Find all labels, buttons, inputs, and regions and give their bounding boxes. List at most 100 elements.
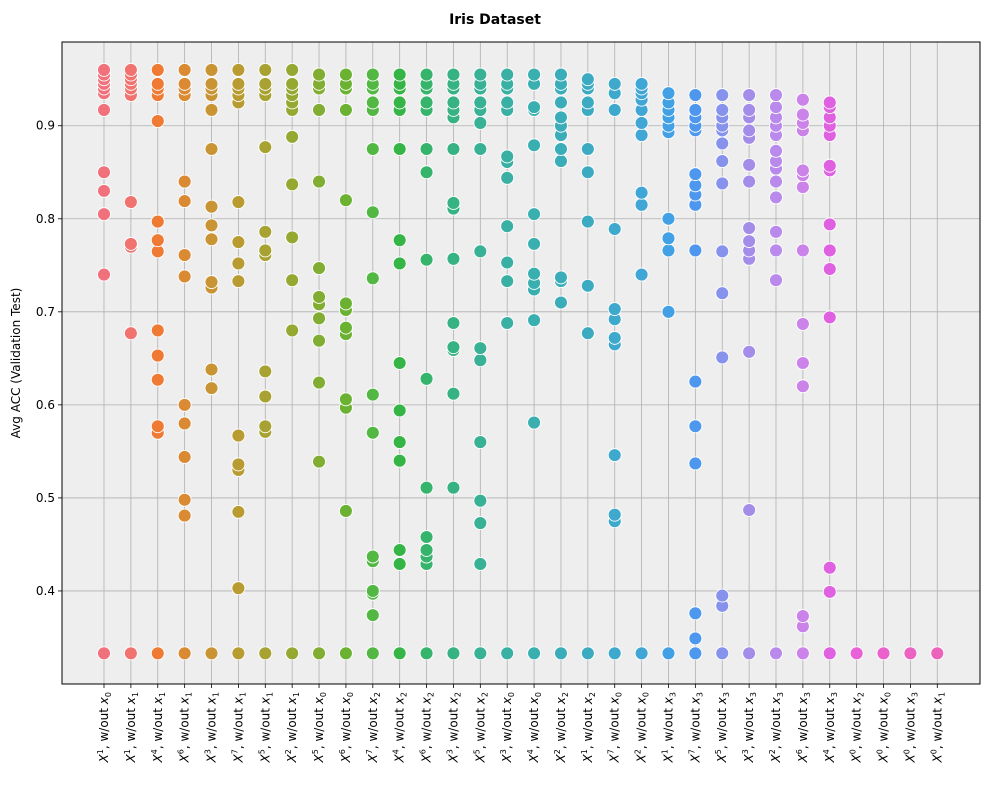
data-point xyxy=(97,183,111,198)
data-point xyxy=(177,269,192,284)
data-point xyxy=(258,224,273,239)
data-point xyxy=(795,379,810,394)
data-point xyxy=(446,95,461,110)
data-point xyxy=(392,557,407,571)
data-point xyxy=(392,95,407,110)
data-point xyxy=(285,62,300,77)
y-axis: 0.4 0.5 0.6 0.7 0.8 0.9 xyxy=(36,119,62,598)
data-point xyxy=(204,275,219,290)
data-point xyxy=(500,149,515,164)
data-point xyxy=(795,316,810,331)
data-point xyxy=(473,67,488,82)
data-point xyxy=(177,397,192,412)
data-point xyxy=(634,76,649,91)
x-tick-label: X3, w/out x2 xyxy=(445,692,462,763)
data-point xyxy=(742,123,757,138)
data-point xyxy=(258,646,273,661)
data-point xyxy=(769,100,783,115)
x-tick-label: X1, w/out x2 xyxy=(580,692,597,763)
data-point xyxy=(150,372,165,387)
y-axis-label: Avg ACC (Validation Test) xyxy=(9,288,23,439)
data-point xyxy=(365,608,380,623)
data-point xyxy=(312,67,326,82)
data-point xyxy=(204,199,219,214)
data-point xyxy=(580,326,595,341)
data-point xyxy=(688,646,703,661)
data-point xyxy=(365,271,380,286)
x-tick-label: X0, w/out x3 xyxy=(902,692,919,763)
data-point xyxy=(473,341,488,356)
data-point xyxy=(527,313,542,328)
data-point xyxy=(285,129,300,144)
data-point xyxy=(338,67,353,82)
data-point xyxy=(822,646,837,661)
data-point xyxy=(688,606,703,621)
data-point xyxy=(446,340,461,355)
data-point xyxy=(527,67,542,82)
x-tick-label: X1, w/out x1 xyxy=(123,692,140,763)
data-point xyxy=(715,244,730,259)
x-tick-label: X0, w/out x0 xyxy=(876,692,893,763)
data-point xyxy=(688,631,703,646)
x-tick-label: X4, w/out x2 xyxy=(392,692,409,763)
data-point xyxy=(446,646,461,661)
data-point xyxy=(742,102,757,117)
data-point xyxy=(742,344,757,359)
data-point xyxy=(231,646,246,661)
data-point xyxy=(97,102,111,117)
x-tick-label: X4, w/out x3 xyxy=(822,692,839,763)
data-point xyxy=(446,480,461,495)
data-point xyxy=(150,214,165,229)
data-point xyxy=(500,170,515,185)
data-point xyxy=(607,102,622,117)
data-point xyxy=(392,453,407,468)
data-point xyxy=(123,62,138,77)
data-point xyxy=(204,381,219,396)
data-point xyxy=(446,142,461,156)
data-point xyxy=(554,142,568,156)
data-point xyxy=(473,493,488,508)
data-point xyxy=(177,508,192,523)
data-point xyxy=(795,356,810,370)
data-point xyxy=(338,503,353,518)
data-point xyxy=(473,115,488,130)
y-tick-label: 0.5 xyxy=(36,491,55,505)
data-point xyxy=(473,646,488,661)
data-point xyxy=(204,102,219,117)
data-point xyxy=(822,158,837,173)
data-point xyxy=(607,507,622,522)
chart-title: Iris Dataset xyxy=(449,12,541,28)
data-point xyxy=(769,243,783,258)
data-point xyxy=(795,243,810,258)
data-point xyxy=(795,92,810,107)
x-tick-label: X6, w/out x3 xyxy=(795,692,812,763)
data-point xyxy=(795,107,810,122)
data-point xyxy=(795,180,810,195)
data-point xyxy=(97,207,111,222)
data-point xyxy=(822,584,837,599)
data-point xyxy=(392,646,407,661)
data-point xyxy=(500,274,515,289)
data-point xyxy=(554,646,568,661)
data-point xyxy=(365,584,380,598)
data-point xyxy=(392,543,407,557)
data-point xyxy=(795,609,810,624)
x-tick-label: X0, w/out x1 xyxy=(929,692,946,763)
data-point xyxy=(580,165,595,180)
data-point xyxy=(338,320,353,335)
data-point xyxy=(97,62,111,77)
x-tick-label: X3, w/out x1 xyxy=(204,692,221,763)
data-point xyxy=(661,646,676,661)
x-tick-label: X6, w/out x2 xyxy=(419,692,436,763)
data-point xyxy=(554,270,568,285)
data-point xyxy=(365,646,380,661)
data-point xyxy=(930,646,945,661)
data-point xyxy=(822,217,837,232)
x-tick-label: X7, w/out x2 xyxy=(365,692,382,763)
data-point xyxy=(715,136,730,151)
data-point xyxy=(258,62,273,77)
data-point xyxy=(688,419,703,434)
data-point xyxy=(338,392,353,407)
data-point xyxy=(661,231,676,246)
